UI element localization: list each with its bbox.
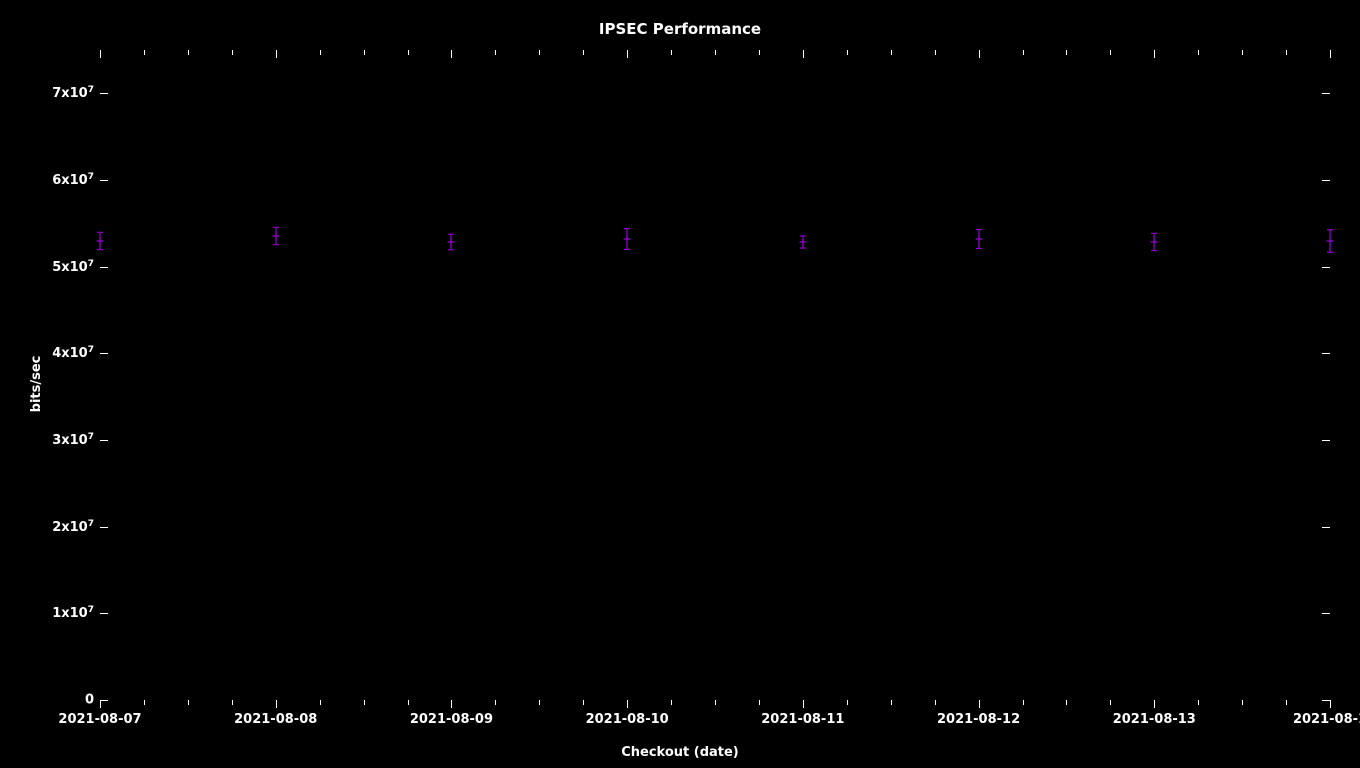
y-tick-mark [100, 93, 108, 94]
x-tick-mark [803, 50, 804, 58]
y-tick-label: 1x107 [52, 605, 94, 621]
y-tick-mark [100, 267, 108, 268]
y-tick-label: 4x107 [52, 345, 94, 361]
x-tick-label: 2021-08-1 [1293, 712, 1360, 727]
x-minor-tick [1110, 50, 1111, 55]
chart-title: IPSEC Performance [0, 20, 1360, 38]
x-minor-tick [188, 50, 189, 55]
x-minor-tick [891, 700, 892, 705]
x-minor-tick [715, 50, 716, 55]
x-minor-tick [715, 700, 716, 705]
x-tick-mark [451, 700, 452, 708]
x-tick-mark [100, 700, 101, 708]
x-tick-label: 2021-08-11 [761, 712, 844, 727]
x-minor-tick [320, 50, 321, 55]
x-tick-mark [276, 50, 277, 58]
x-minor-tick [232, 700, 233, 705]
x-minor-tick [539, 50, 540, 55]
x-minor-tick [1066, 50, 1067, 55]
y-tick-mark [1322, 267, 1330, 268]
x-minor-tick [847, 700, 848, 705]
x-tick-mark [1154, 50, 1155, 58]
x-tick-mark [451, 50, 452, 58]
x-tick-mark [1330, 50, 1331, 58]
y-tick-mark [1322, 700, 1330, 701]
y-tick-mark [100, 613, 108, 614]
x-minor-tick [1110, 700, 1111, 705]
y-tick-mark [1322, 180, 1330, 181]
x-minor-tick [1023, 50, 1024, 55]
x-minor-tick [495, 50, 496, 55]
x-minor-tick [1242, 50, 1243, 55]
x-minor-tick [847, 50, 848, 55]
x-minor-tick [320, 700, 321, 705]
x-tick-mark [627, 50, 628, 58]
x-minor-tick [408, 700, 409, 705]
y-tick-mark [1322, 93, 1330, 94]
x-minor-tick [671, 50, 672, 55]
x-tick-label: 2021-08-07 [58, 712, 141, 727]
x-tick-mark [1330, 700, 1331, 708]
x-minor-tick [759, 50, 760, 55]
x-minor-tick [583, 50, 584, 55]
x-minor-tick [495, 700, 496, 705]
x-tick-mark [1154, 700, 1155, 708]
y-tick-mark [100, 527, 108, 528]
x-axis-label: Checkout (date) [0, 745, 1360, 760]
y-tick-label: 0 [85, 693, 94, 708]
y-tick-mark [100, 700, 108, 701]
x-tick-label: 2021-08-13 [1113, 712, 1196, 727]
x-minor-tick [671, 700, 672, 705]
x-minor-tick [144, 50, 145, 55]
x-minor-tick [144, 700, 145, 705]
x-minor-tick [364, 700, 365, 705]
x-tick-mark [979, 700, 980, 708]
y-tick-label: 7x107 [52, 85, 94, 101]
x-minor-tick [759, 700, 760, 705]
x-minor-tick [1286, 700, 1287, 705]
y-tick-mark [100, 180, 108, 181]
y-tick-label: 5x107 [52, 258, 94, 274]
x-minor-tick [539, 700, 540, 705]
y-tick-mark [100, 440, 108, 441]
x-minor-tick [1023, 700, 1024, 705]
x-minor-tick [188, 700, 189, 705]
x-tick-mark [100, 50, 101, 58]
y-tick-label: 2x107 [52, 518, 94, 534]
x-tick-mark [803, 700, 804, 708]
chart-container: IPSEC Performance bits/sec Checkout (dat… [0, 0, 1360, 768]
x-tick-label: 2021-08-08 [234, 712, 317, 727]
x-tick-mark [979, 50, 980, 58]
y-axis-label: bits/sec [29, 356, 44, 413]
x-tick-label: 2021-08-12 [937, 712, 1020, 727]
y-tick-mark [1322, 353, 1330, 354]
y-tick-mark [100, 353, 108, 354]
x-minor-tick [232, 50, 233, 55]
x-minor-tick [408, 50, 409, 55]
x-tick-label: 2021-08-10 [586, 712, 669, 727]
y-tick-label: 6x107 [52, 172, 94, 188]
x-minor-tick [1198, 700, 1199, 705]
x-minor-tick [583, 700, 584, 705]
x-tick-label: 2021-08-09 [410, 712, 493, 727]
plot-area [100, 50, 1330, 700]
x-tick-mark [276, 700, 277, 708]
y-tick-label: 3x107 [52, 432, 94, 448]
y-tick-mark [1322, 613, 1330, 614]
x-minor-tick [1198, 50, 1199, 55]
x-minor-tick [935, 700, 936, 705]
x-minor-tick [1242, 700, 1243, 705]
y-tick-mark [1322, 527, 1330, 528]
x-tick-mark [627, 700, 628, 708]
x-minor-tick [1286, 50, 1287, 55]
x-minor-tick [1066, 700, 1067, 705]
x-minor-tick [935, 50, 936, 55]
x-minor-tick [364, 50, 365, 55]
x-minor-tick [891, 50, 892, 55]
y-tick-mark [1322, 440, 1330, 441]
